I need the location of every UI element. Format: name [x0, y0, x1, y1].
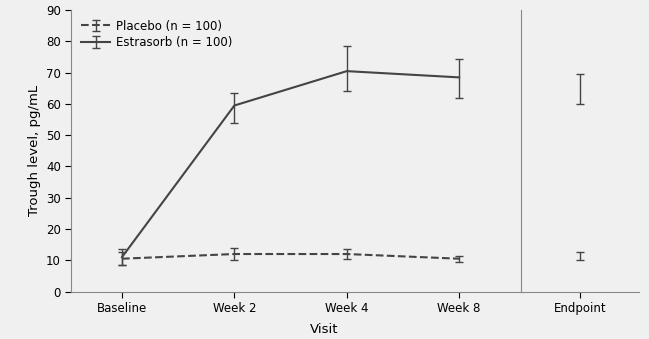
Legend: Placebo (n = 100), Estrasorb (n = 100): Placebo (n = 100), Estrasorb (n = 100) [77, 16, 236, 53]
Y-axis label: Trough level, pg/mL: Trough level, pg/mL [27, 85, 40, 216]
Text: Visit: Visit [310, 323, 339, 336]
